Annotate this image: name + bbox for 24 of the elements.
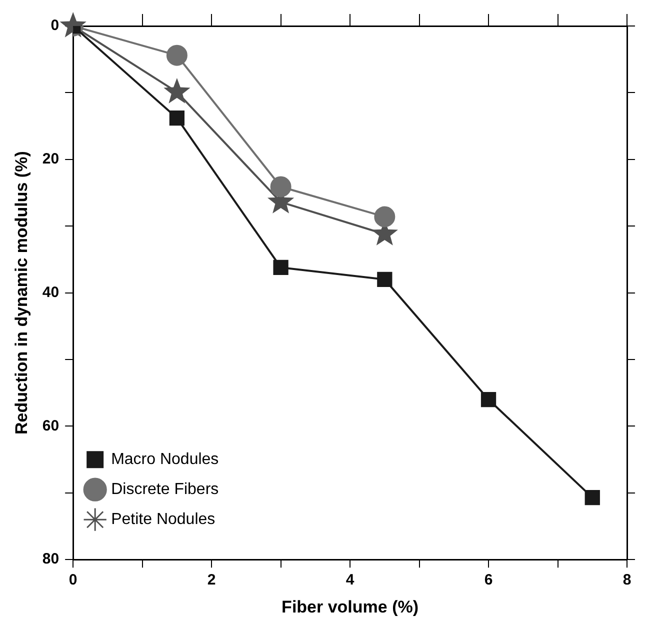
y-axis-title: Reduction in dynamic modulus (%) [12, 151, 31, 434]
point [377, 272, 392, 288]
x-tick-label: 6 [484, 572, 493, 589]
point [374, 206, 396, 228]
point [273, 260, 288, 276]
x-tick-label: 2 [207, 572, 216, 589]
point [169, 110, 185, 126]
y-tick-label: 60 [42, 417, 60, 434]
point [584, 490, 600, 506]
point [166, 44, 188, 66]
point [164, 78, 190, 104]
y-tick-label: 20 [42, 150, 60, 168]
legend-label: Discrete Fibers [111, 481, 219, 498]
x-tick-label: 0 [68, 572, 78, 589]
y-tick-label: 0 [50, 17, 60, 34]
legend-label: Petite Nodules [111, 511, 216, 528]
point [270, 176, 292, 198]
y-tick-label: 40 [42, 284, 60, 301]
x-tick-label: 8 [622, 572, 632, 589]
point [480, 392, 496, 408]
x-axis-title: Fiber volume (%) [282, 597, 419, 616]
y-tick-label: 80 [42, 550, 60, 568]
x-tick-label: 4 [346, 572, 355, 589]
legend-label: Macro Nodules [111, 451, 219, 468]
